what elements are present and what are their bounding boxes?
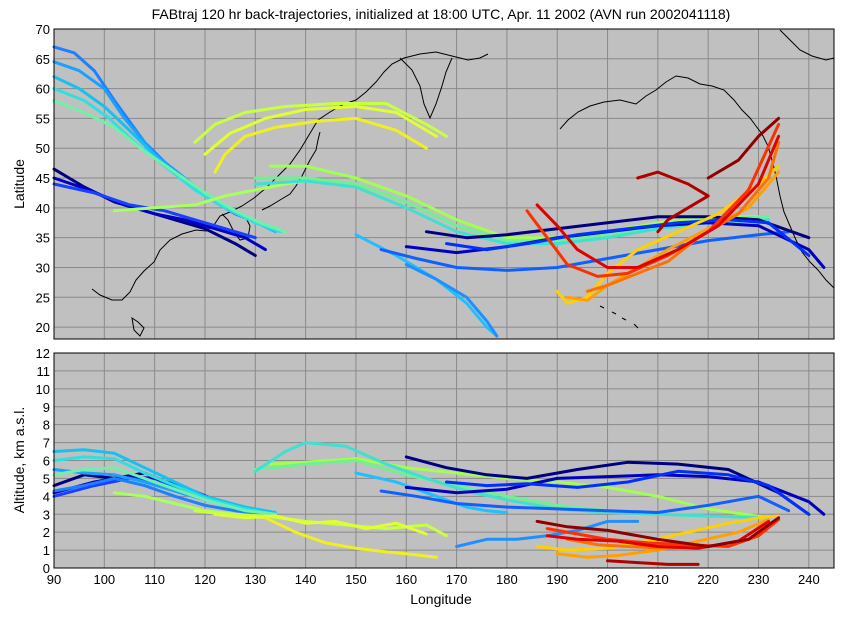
trajectory-line <box>404 473 826 516</box>
trajectory-line <box>52 466 277 516</box>
trajectory-line <box>203 105 438 156</box>
trajectory-line <box>445 469 811 516</box>
y-tick-label: 70 <box>36 22 50 37</box>
trajectory-line <box>535 134 781 269</box>
y-tick-label: 40 <box>36 201 50 216</box>
y-tick-label: 10 <box>36 382 50 397</box>
x-tick-label: 120 <box>194 572 216 587</box>
trajectory-line <box>268 457 771 520</box>
map-y-label: Latitude <box>11 159 27 209</box>
trajectory-line <box>404 263 499 338</box>
trajectory-line <box>606 559 700 566</box>
altitude-frame <box>53 352 835 569</box>
map-trajectories <box>52 45 826 338</box>
y-tick-label: 25 <box>36 290 50 305</box>
trajectory-line <box>525 122 781 278</box>
y-tick-label: 7 <box>43 436 50 451</box>
map-panel: 20 25 30 35 40 45 50 55 60 65 70 Latitude <box>11 22 835 340</box>
x-tick-label: 90 <box>47 572 61 587</box>
x-tick-label: 140 <box>295 572 317 587</box>
trajectory-line <box>263 516 438 559</box>
map-background <box>54 29 834 339</box>
trajectory-line <box>213 116 428 174</box>
japan-coast <box>261 131 321 211</box>
trajectory-line <box>52 476 267 516</box>
trajectory-line <box>379 489 791 514</box>
y-tick-label: 35 <box>36 231 50 246</box>
altitude-trajectories <box>52 441 826 566</box>
chart-title: FABtraj 120 hr back-trajectories, initia… <box>152 6 731 22</box>
trajectory-line <box>706 116 781 180</box>
trajectory-line <box>193 102 448 144</box>
coastlines <box>91 29 835 337</box>
y-tick-label: 65 <box>36 52 50 67</box>
y-tick-label: 60 <box>36 82 50 97</box>
y-tick-label: 45 <box>36 171 50 186</box>
trajectory-line <box>253 179 771 246</box>
y-tick-label: 2 <box>43 525 50 540</box>
trajectory-line <box>52 448 277 514</box>
x-tick-label: 160 <box>395 572 417 587</box>
kamchatka-coast <box>399 57 453 120</box>
trajectory-line <box>52 99 287 234</box>
korea-coast <box>221 213 251 241</box>
x-tick-label: 240 <box>798 572 820 587</box>
x-tick-label: 220 <box>697 572 719 587</box>
trajectory-line <box>424 215 811 240</box>
asia-coast <box>91 51 489 301</box>
y-tick-label: 55 <box>36 111 50 126</box>
y-tick-label: 0 <box>43 561 50 576</box>
y-tick-label: 9 <box>43 400 50 415</box>
y-tick-label: 11 <box>37 364 51 379</box>
trajectory-line <box>636 170 710 234</box>
altitude-x-ticks: 90 100 110 120 130 140 150 160 170 180 190 200 210 22… <box>47 572 820 587</box>
altitude-x-label: Longitude <box>410 591 472 607</box>
y-tick-label: 12 <box>36 346 50 361</box>
trajectory-line <box>52 182 257 240</box>
trajectory-line <box>52 455 277 516</box>
trajectory-line <box>213 512 428 536</box>
alaska-coast <box>559 75 757 130</box>
x-tick-label: 150 <box>345 572 367 587</box>
x-tick-label: 110 <box>144 572 165 587</box>
y-tick-label: 4 <box>43 489 50 504</box>
x-tick-label: 130 <box>244 572 266 587</box>
x-tick-label: 170 <box>446 572 468 587</box>
hawaii-islands <box>599 305 639 329</box>
y-tick-label: 20 <box>36 320 50 335</box>
y-tick-label: 30 <box>36 260 50 275</box>
y-tick-label: 8 <box>43 418 50 433</box>
trajectory-line <box>555 518 771 559</box>
x-tick-label: 230 <box>748 572 770 587</box>
canada-inland <box>779 29 835 61</box>
trajectory-line <box>535 514 781 552</box>
trajectory-line <box>585 140 781 293</box>
trajectory-line <box>379 230 791 272</box>
taiwan-coast <box>131 316 145 337</box>
trajectory-line <box>112 179 308 213</box>
y-tick-label: 1 <box>43 543 50 558</box>
y-tick-label: 5 <box>43 471 50 486</box>
x-tick-label: 180 <box>496 572 518 587</box>
y-tick-label: 6 <box>43 454 50 469</box>
x-tick-label: 200 <box>597 572 619 587</box>
trajectory-line <box>268 164 760 240</box>
x-tick-label: 190 <box>546 572 568 587</box>
map-frame <box>53 28 835 340</box>
x-tick-label: 210 <box>647 572 669 587</box>
x-tick-label: 100 <box>93 572 115 587</box>
trajectory-line <box>445 218 811 257</box>
y-tick-label: 3 <box>43 507 50 522</box>
y-tick-label: 50 <box>36 141 50 156</box>
trajectory-line <box>535 516 781 548</box>
altitude-y-label: Altitude, km a.s.l. <box>11 407 27 514</box>
map-y-ticks: 20 25 30 35 40 45 50 55 60 65 70 <box>36 22 50 335</box>
